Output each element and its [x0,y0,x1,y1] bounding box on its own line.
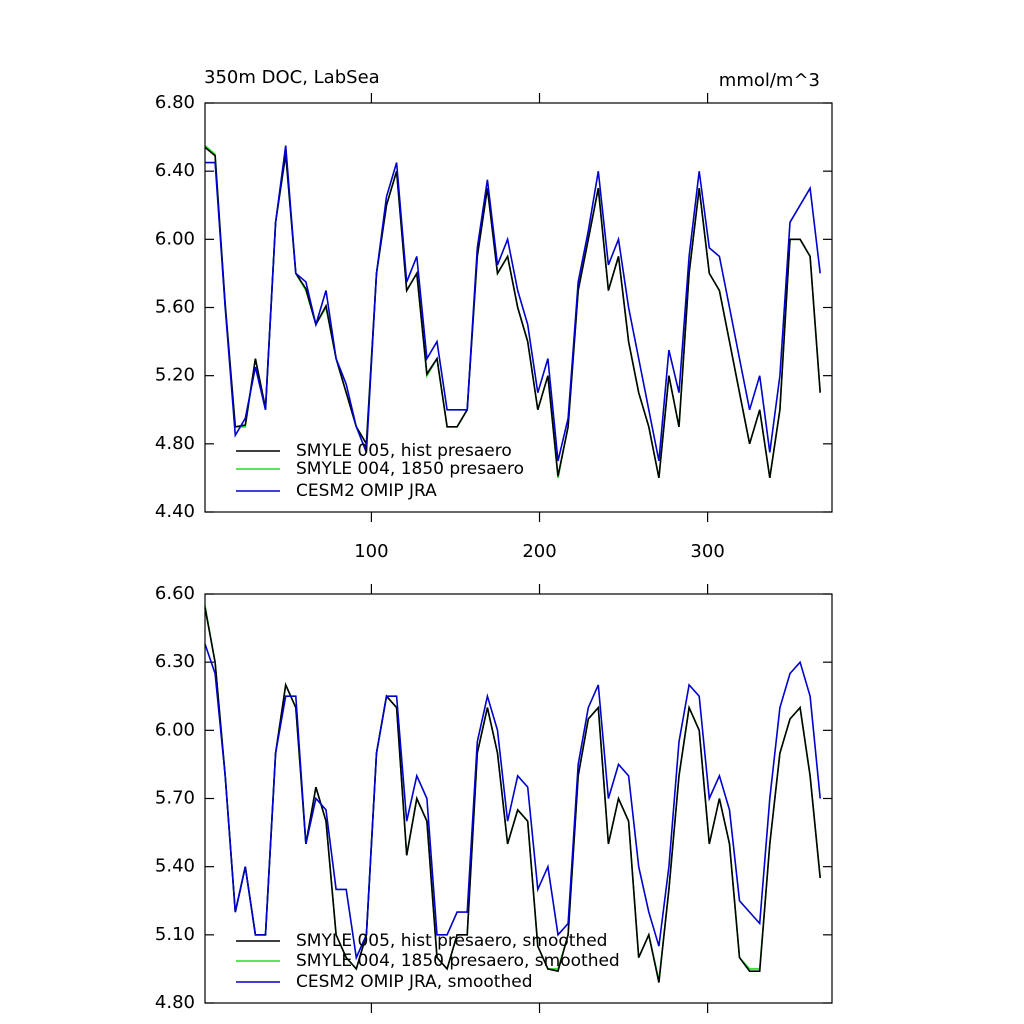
legend-label: CESM2 OMIP JRA, smoothed [296,972,533,992]
legend-label: SMYLE 005, hist presaero [296,441,512,461]
y-tick-label: 6.00 [155,228,195,249]
y-tick-label: 6.40 [155,160,195,181]
series-line [204,605,821,981]
plot-frame [204,593,833,1004]
y-tick-label: 6.60 [155,583,195,604]
legend-label: SMYLE 004, 1850 presaero, smoothed [296,951,620,971]
y-tick-label: 5.70 [155,788,195,809]
series-line [204,643,821,961]
legend-label: SMYLE 004, 1850 presaero [296,459,524,479]
series-line [204,146,821,479]
series-line [204,144,821,479]
y-tick-label: 5.10 [155,924,195,945]
series-line [205,145,821,462]
y-tick-label: 5.60 [155,297,195,318]
legend-label: SMYLE 005, hist presaero, smoothed [296,931,607,951]
y-tick-label: 5.20 [155,365,195,386]
y-tick-label: 6.00 [155,719,195,740]
x-tick-label: 300 [690,541,724,562]
chart-title: 350m DOC, LabSea [204,67,380,88]
y-tick-label: 6.30 [155,651,195,672]
y-tick-label: 4.40 [155,501,195,522]
units-label: mmol/m^3 [719,70,820,91]
legend-label: CESM2 OMIP JRA [296,481,437,501]
x-tick-label: 100 [354,541,388,562]
y-tick-label: 4.80 [155,433,195,454]
plot-frame [204,102,833,513]
y-tick-label: 6.80 [155,92,195,113]
y-tick-label: 5.40 [155,856,195,877]
x-tick-label: 200 [522,541,556,562]
y-tick-label: 4.80 [155,992,195,1013]
